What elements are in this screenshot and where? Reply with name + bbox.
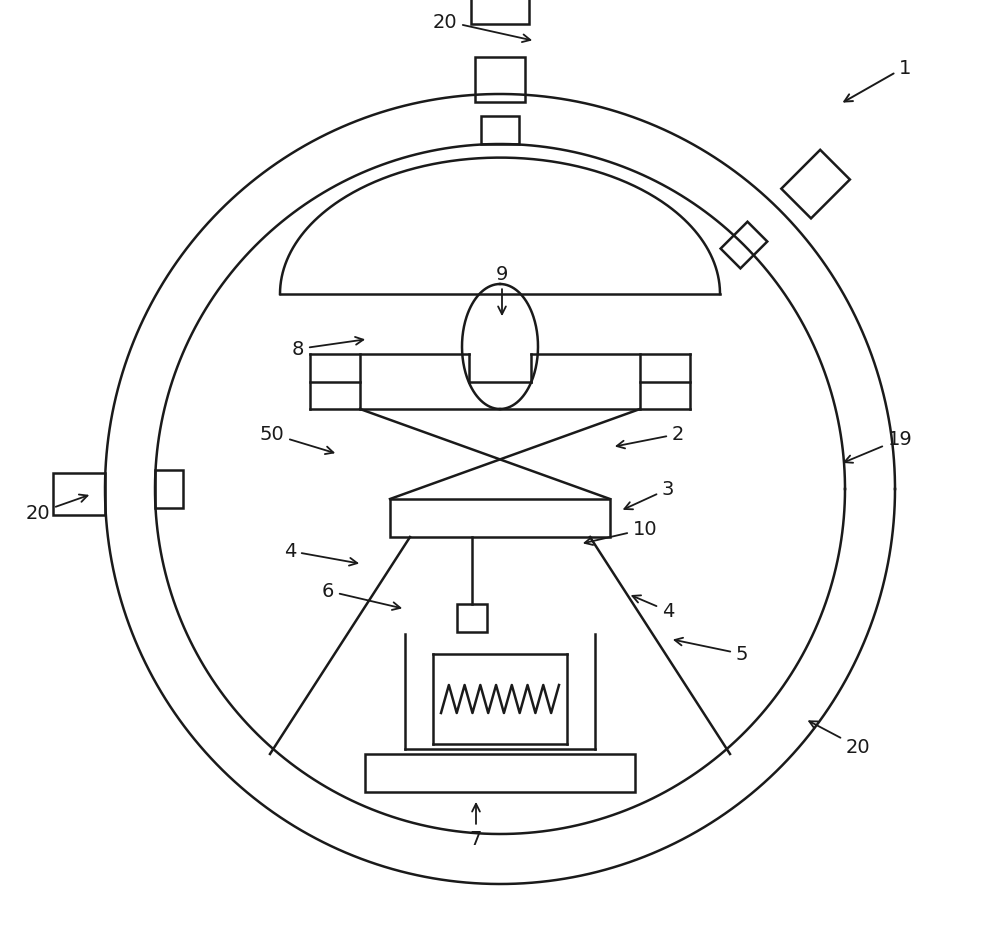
Text: 6: 6 [322, 582, 400, 610]
Text: 8: 8 [292, 337, 363, 359]
Bar [481, 117, 519, 145]
Bar [457, 604, 487, 632]
Text: 19: 19 [844, 430, 912, 464]
Text: 7: 7 [470, 804, 482, 848]
Text: 3: 3 [624, 480, 674, 510]
Text: 9: 9 [496, 265, 508, 315]
Bar [475, 57, 525, 103]
Text: 1: 1 [844, 58, 911, 103]
Bar [365, 755, 635, 793]
Text: 20: 20 [809, 721, 870, 756]
Text: 2: 2 [617, 425, 684, 449]
Text: 50: 50 [260, 425, 333, 454]
Bar [781, 151, 850, 219]
Text: 4: 4 [632, 596, 674, 621]
Bar [53, 474, 105, 515]
Text: 5: 5 [675, 638, 748, 664]
Text: 20: 20 [26, 495, 87, 523]
Text: 10: 10 [585, 520, 657, 545]
Bar [155, 471, 183, 508]
Text: 4: 4 [284, 542, 357, 566]
Bar [721, 222, 767, 269]
Bar [390, 500, 610, 538]
Bar [471, 0, 529, 25]
Text: 20: 20 [433, 12, 530, 43]
